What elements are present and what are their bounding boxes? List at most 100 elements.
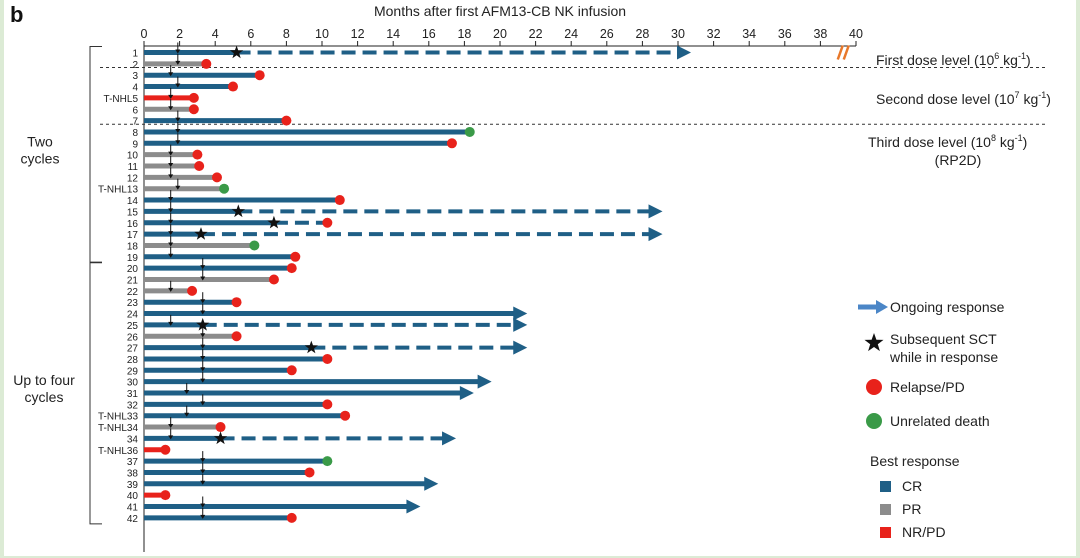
patient-id-label: T-NHL5 — [104, 94, 139, 105]
infusion-marker-head — [175, 117, 181, 122]
legend-swatch-nrpd — [880, 527, 891, 538]
relapse-dot — [228, 81, 238, 92]
relapse-dot — [160, 490, 171, 501]
infusion-marker-head — [200, 480, 206, 485]
patient-row: 30 — [127, 371, 492, 389]
patient-id-label: 32 — [127, 400, 139, 411]
patient-row: 32 — [127, 394, 333, 411]
death-dot — [249, 240, 260, 251]
x-tick-label: 24 — [564, 27, 578, 41]
legend-star-icon — [864, 333, 884, 352]
dose-level-label-part: First dose level (10 — [876, 52, 994, 68]
patient-row: 16 — [127, 212, 333, 230]
patient-row: 34 — [127, 428, 457, 446]
x-tick-label: 4 — [212, 27, 219, 41]
patient-id-label: 6 — [132, 105, 138, 116]
relapse-dot — [322, 399, 333, 410]
sct-star — [194, 227, 208, 240]
patient-row: 11 — [128, 156, 205, 173]
patient-row: 39 — [127, 473, 439, 491]
relapse-dot — [286, 263, 297, 274]
relapse-dot — [188, 104, 199, 115]
patient-id-label: 42 — [127, 514, 139, 525]
infusion-marker-head — [200, 378, 206, 383]
patient-row: 37 — [127, 451, 333, 468]
patient-row: 25 — [127, 314, 528, 332]
dose-level-label: Second dose level (107 kg-1) — [876, 90, 1051, 107]
legend-arrow-icon — [876, 300, 888, 314]
dose-level-label-part: kg — [1020, 91, 1039, 107]
dose-level-label-part: kg — [999, 52, 1018, 68]
relapse-dot — [192, 149, 203, 160]
ongoing-arrowhead — [513, 306, 528, 321]
patient-id-label: 27 — [127, 344, 139, 355]
relapse-dot — [215, 422, 226, 433]
relapse-dot — [254, 70, 265, 81]
patient-row: 1 — [132, 42, 850, 60]
dose-level-label-part: Third dose level (10 — [868, 134, 991, 150]
x-tick-label: 38 — [813, 27, 827, 41]
patient-id-label: 10 — [127, 151, 139, 162]
patient-row: 41 — [127, 496, 421, 514]
infusion-marker-head — [168, 321, 174, 326]
x-tick-label: 40 — [849, 27, 863, 41]
x-tick-label: 18 — [457, 27, 471, 41]
x-axis: 0 2 4 6 8 10 12 14 16 18 20 22 24 26 28 30 32 34 36 38 40 — [141, 27, 863, 552]
patient-id-label: 26 — [127, 332, 139, 343]
patient-id-label: T-NHL34 — [98, 423, 138, 434]
sct-star — [213, 431, 228, 445]
patient-row: T-NHL5 — [104, 87, 199, 105]
relapse-dot — [304, 467, 315, 478]
ongoing-arrowhead — [424, 476, 439, 491]
patient-id-label: 15 — [127, 207, 139, 218]
relapse-dot — [322, 217, 333, 228]
patient-id-label: 21 — [127, 276, 139, 287]
patient-row: 42 — [127, 507, 297, 525]
patient-id-label: 4 — [132, 83, 138, 94]
group-bracket — [89, 261, 102, 525]
infusion-marker-head — [200, 458, 206, 463]
infusion-marker-head — [168, 219, 174, 224]
ongoing-arrowhead — [677, 45, 691, 60]
patient-row: 40 — [127, 490, 171, 502]
infusion-marker-head — [168, 435, 174, 440]
patient-id-label: 37 — [127, 457, 139, 468]
group-label: Up to four — [13, 372, 75, 388]
patient-row: 28 — [127, 348, 333, 366]
patient-row: 29 — [127, 360, 297, 377]
relapse-dot — [286, 365, 297, 376]
infusion-marker-head — [200, 503, 206, 508]
legend-label: Ongoing response — [890, 299, 1005, 315]
relapse-dot — [201, 58, 212, 69]
patient-id-label: 3 — [132, 71, 138, 82]
patient-id-label: 24 — [127, 310, 139, 321]
patient-id-label: 31 — [127, 389, 139, 400]
patient-row: 14 — [127, 190, 345, 207]
infusion-marker-head — [168, 253, 174, 258]
legend-swatch-cr — [880, 481, 891, 492]
ongoing-arrowhead — [442, 431, 457, 446]
patient-rows: 1234T-NHL56789101112T-NHL131415161718192… — [98, 42, 850, 525]
infusion-marker-head — [200, 333, 206, 338]
ongoing-arrowhead — [648, 204, 663, 219]
infusion-marker-head — [168, 163, 174, 167]
relapse-dot — [290, 251, 301, 262]
dose-level-label-part: ) — [1026, 52, 1031, 68]
dose-level-label: First dose level (106 kg-1) — [876, 51, 1031, 68]
patient-id-label: 29 — [127, 366, 139, 377]
dose-level-label-part: 8 — [991, 133, 996, 143]
patient-row: 23 — [127, 292, 242, 309]
patient-id-label: 7 — [132, 117, 138, 128]
infusion-marker-head — [168, 197, 174, 202]
patient-row: 3 — [132, 65, 265, 82]
infusion-marker-head — [200, 367, 206, 372]
sct-star — [196, 317, 210, 331]
ongoing-arrowhead — [513, 317, 528, 332]
patient-id-label: T-NHL36 — [98, 446, 138, 457]
group-label: Two — [27, 134, 53, 150]
legend: Ongoing response Subsequent SCT while in r… — [858, 299, 1005, 540]
x-tick-label: 6 — [247, 27, 254, 41]
infusion-marker-head — [168, 174, 174, 179]
infusion-marker-head — [168, 287, 174, 292]
legend-relapse-dot-icon — [866, 379, 882, 395]
